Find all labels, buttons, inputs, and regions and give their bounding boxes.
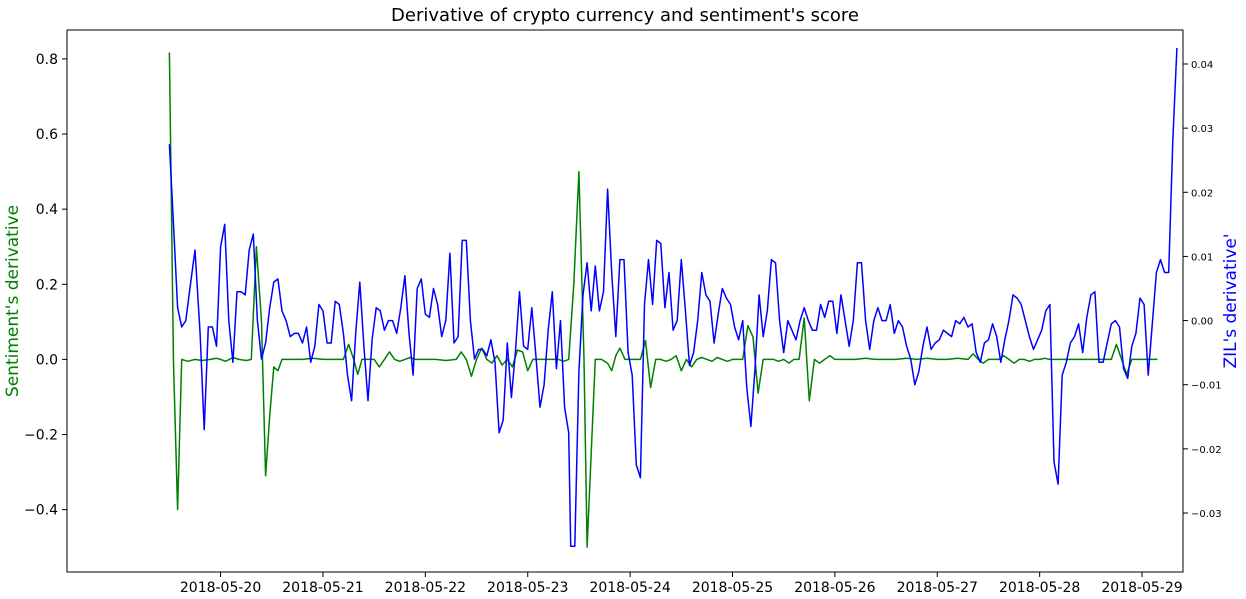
y-axis-left: −0.4 −0.2 0.0 0.2 0.4 0.6 0.8: [24, 52, 67, 519]
x-tick-label: 2018-05-24: [589, 580, 670, 596]
y-left-tick-label: 0.2: [36, 277, 58, 293]
y-right-tick-label: −0.03: [1191, 509, 1222, 520]
x-tick-label: 2018-05-26: [794, 580, 875, 596]
y-right-tick-label: 0.02: [1191, 188, 1213, 199]
y-right-tick-label: 0.04: [1191, 60, 1213, 71]
x-tick-label: 2018-05-20: [180, 580, 261, 596]
x-tick-label: 2018-05-25: [692, 580, 773, 596]
y-axis-right: −0.03 −0.02 −0.01 0.00 0.01 0.02 0.03 0.04: [1183, 60, 1222, 520]
y-right-tick-label: 0.01: [1191, 252, 1213, 263]
y-left-tick-label: 0.6: [36, 127, 58, 143]
x-axis: 2018-05-20 2018-05-21 2018-05-22 2018-05-23…: [180, 572, 1183, 596]
x-tick-label: 2018-05-28: [999, 580, 1080, 596]
series-line-zil: [168, 47, 1178, 548]
y-axis-right-label: ZIL's derivative': [1221, 233, 1241, 368]
x-tick-label: 2018-05-29: [1101, 580, 1182, 596]
y-axis-left-label: Sentiment's derivative: [3, 205, 23, 397]
y-right-tick-label: −0.01: [1191, 381, 1222, 392]
y-left-tick-label: 0.8: [36, 52, 58, 68]
y-right-tick-label: −0.02: [1191, 445, 1222, 456]
y-left-tick-label: −0.4: [24, 503, 58, 519]
x-tick-label: 2018-05-22: [385, 580, 466, 596]
y-left-tick-label: 0.0: [36, 352, 58, 368]
chart-title: Derivative of crypto currency and sentim…: [391, 5, 859, 26]
x-tick-label: 2018-05-23: [487, 580, 568, 596]
plot-frame: [66, 29, 1184, 573]
x-tick-label: 2018-05-27: [897, 580, 978, 596]
y-right-tick-label: 0.00: [1191, 317, 1213, 328]
y-left-tick-label: −0.2: [24, 428, 58, 444]
y-right-tick-label: 0.03: [1191, 124, 1213, 135]
series-line-sentiment: [168, 52, 1158, 548]
series-layer: [168, 47, 1178, 548]
y-left-tick-label: 0.4: [36, 202, 58, 218]
x-tick-label: 2018-05-21: [282, 580, 363, 596]
